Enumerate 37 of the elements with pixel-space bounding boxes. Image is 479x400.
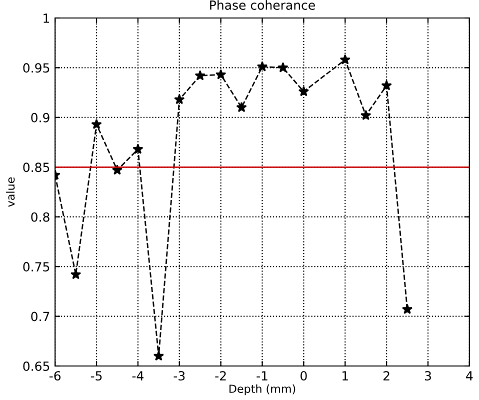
point bbox=[256, 61, 268, 72]
point bbox=[381, 80, 392, 90]
x-tick-label: -3 bbox=[174, 371, 185, 381]
x-axis-title: Depth (mm) bbox=[229, 384, 296, 396]
x-tick-label: -6 bbox=[49, 371, 61, 381]
point bbox=[278, 62, 288, 72]
point bbox=[70, 268, 82, 280]
chart-title: Phase coherance bbox=[210, 0, 315, 10]
point bbox=[153, 350, 164, 361]
point bbox=[236, 102, 247, 112]
x-tick-label: -2 bbox=[215, 371, 226, 380]
x-tick-label: 4 bbox=[466, 371, 473, 380]
point bbox=[91, 118, 102, 130]
x-tick-label: 0 bbox=[300, 371, 307, 381]
point bbox=[360, 110, 372, 120]
y-tick-label: 0.95 bbox=[23, 63, 50, 73]
y-tick-label: 0.7 bbox=[31, 312, 50, 322]
y-tick-label: 0.8 bbox=[31, 212, 50, 222]
y-tick-label: 0.75 bbox=[23, 262, 50, 272]
y-tick-label: 0.85 bbox=[23, 162, 50, 172]
point bbox=[402, 304, 413, 314]
x-tick-label: -4 bbox=[132, 371, 144, 380]
point bbox=[174, 94, 185, 104]
y-axis-title: value bbox=[6, 177, 15, 207]
point bbox=[340, 54, 350, 64]
x-tick-label: 3 bbox=[424, 371, 431, 381]
point bbox=[216, 69, 226, 80]
x-tick-label: 2 bbox=[383, 371, 390, 380]
x-tick-label: -1 bbox=[256, 371, 268, 380]
point bbox=[298, 86, 310, 96]
y-tick-label: 0.65 bbox=[23, 361, 50, 371]
point bbox=[132, 144, 144, 154]
x-tick-label: -5 bbox=[90, 371, 102, 381]
x-tick-label: 1 bbox=[342, 371, 348, 380]
y-tick-label: 1 bbox=[44, 14, 50, 23]
y-tick-label: 0.9 bbox=[31, 112, 50, 122]
point bbox=[194, 70, 206, 80]
